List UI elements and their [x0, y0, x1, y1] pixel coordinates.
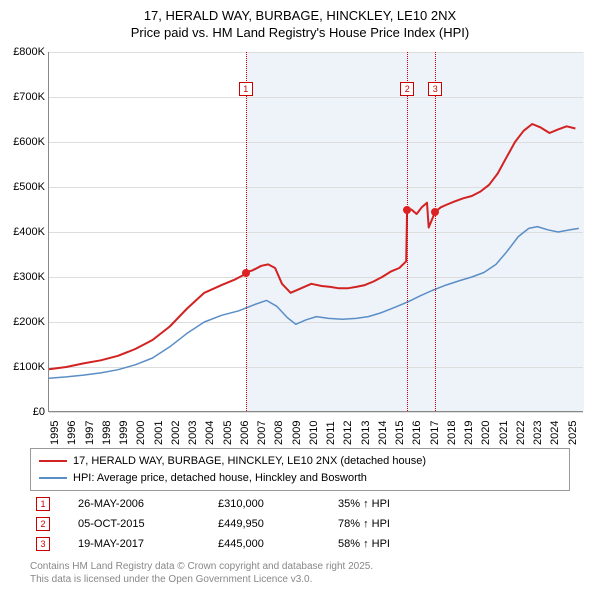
marker-line	[407, 52, 408, 411]
x-axis-label: 2024	[549, 421, 561, 445]
x-axis-label: 2017	[429, 421, 441, 445]
x-axis-label: 2019	[463, 421, 475, 445]
title-line1: 17, HERALD WAY, BURBAGE, HINCKLEY, LE10 …	[144, 8, 456, 23]
footer-line1: Contains HM Land Registry data © Crown c…	[30, 561, 373, 572]
sale-marker: 1	[36, 497, 50, 511]
y-axis-label: £100K	[1, 361, 45, 373]
sale-row: 2 05-OCT-2015£449,95078% ↑ HPI	[30, 514, 570, 534]
x-axis-label: 1997	[84, 421, 96, 445]
x-axis-label: 2002	[170, 421, 182, 445]
x-axis-label: 2009	[291, 421, 303, 445]
marker-label: 2	[400, 82, 414, 96]
x-axis-label: 2014	[377, 421, 389, 445]
sale-marker: 3	[36, 537, 50, 551]
title-line2: Price paid vs. HM Land Registry's House …	[131, 25, 469, 40]
sale-row: 3 19-MAY-2017£445,00058% ↑ HPI	[30, 534, 570, 554]
x-axis-label: 2016	[411, 421, 423, 445]
series-hpi	[49, 227, 579, 379]
marker-label: 1	[239, 82, 253, 96]
y-axis-label: £700K	[1, 91, 45, 103]
legend-label-1: 17, HERALD WAY, BURBAGE, HINCKLEY, LE10 …	[73, 453, 426, 470]
chart-plot-area: £0£100K£200K£300K£400K£500K£600K£700K£80…	[48, 52, 583, 412]
sale-date: 05-OCT-2015	[78, 518, 218, 530]
marker-dot	[242, 269, 250, 277]
sale-row: 1 26-MAY-2006£310,00035% ↑ HPI	[30, 494, 570, 514]
x-axis-label: 2000	[135, 421, 147, 445]
y-axis-label: £600K	[1, 136, 45, 148]
sale-price: £445,000	[218, 538, 338, 550]
x-axis-label: 2022	[515, 421, 527, 445]
x-axis-label: 2011	[325, 421, 337, 445]
x-axis-label: 2010	[308, 421, 320, 445]
x-axis-label: 2023	[532, 421, 544, 445]
sale-date: 26-MAY-2006	[78, 498, 218, 510]
footer-line2: This data is licensed under the Open Gov…	[30, 574, 312, 585]
x-axis-label: 2015	[394, 421, 406, 445]
chart-container: 17, HERALD WAY, BURBAGE, HINCKLEY, LE10 …	[0, 0, 600, 590]
x-axis-label: 1995	[49, 421, 61, 445]
sale-pct: 58% ↑ HPI	[338, 538, 458, 550]
y-axis-label: £0	[1, 406, 45, 418]
x-axis-label: 2001	[153, 421, 165, 445]
chart-lines-svg	[49, 52, 583, 411]
sale-marker: 2	[36, 517, 50, 531]
x-axis-label: 1999	[118, 421, 130, 445]
x-axis-label: 2007	[256, 421, 268, 445]
marker-dot	[431, 208, 439, 216]
legend-box: 17, HERALD WAY, BURBAGE, HINCKLEY, LE10 …	[30, 448, 570, 491]
marker-line	[246, 52, 247, 411]
legend-row-1: 17, HERALD WAY, BURBAGE, HINCKLEY, LE10 …	[39, 453, 561, 470]
chart-title: 17, HERALD WAY, BURBAGE, HINCKLEY, LE10 …	[0, 0, 600, 42]
y-axis-label: £800K	[1, 46, 45, 58]
x-axis-label: 2020	[480, 421, 492, 445]
marker-dot	[403, 206, 411, 214]
x-axis-label: 2021	[498, 421, 510, 445]
sale-price: £449,950	[218, 518, 338, 530]
series-price_paid	[49, 124, 575, 369]
legend-row-2: HPI: Average price, detached house, Hinc…	[39, 470, 561, 487]
sale-price: £310,000	[218, 498, 338, 510]
x-axis-label: 2004	[204, 421, 216, 445]
x-axis-label: 2012	[342, 421, 354, 445]
sale-pct: 35% ↑ HPI	[338, 498, 458, 510]
marker-label: 3	[428, 82, 442, 96]
legend-swatch-1	[39, 460, 67, 462]
x-axis-label: 2006	[239, 421, 251, 445]
x-axis-label: 1998	[101, 421, 113, 445]
gridline	[49, 412, 583, 413]
y-axis-label: £400K	[1, 226, 45, 238]
legend-label-2: HPI: Average price, detached house, Hinc…	[73, 470, 367, 487]
x-axis-label: 2013	[360, 421, 372, 445]
y-axis-label: £200K	[1, 316, 45, 328]
footer-attribution: Contains HM Land Registry data © Crown c…	[30, 560, 570, 586]
legend-swatch-2	[39, 477, 67, 479]
sales-table: 1 26-MAY-2006£310,00035% ↑ HPI 2 05-OCT-201…	[30, 494, 570, 554]
x-axis-label: 2003	[187, 421, 199, 445]
y-axis-label: £300K	[1, 271, 45, 283]
x-axis-label: 1996	[66, 421, 78, 445]
x-axis-label: 2018	[446, 421, 458, 445]
y-axis-label: £500K	[1, 181, 45, 193]
sale-pct: 78% ↑ HPI	[338, 518, 458, 530]
marker-line	[435, 52, 436, 411]
x-axis-label: 2025	[567, 421, 579, 445]
x-axis-label: 2005	[222, 421, 234, 445]
x-axis-label: 2008	[273, 421, 285, 445]
sale-date: 19-MAY-2017	[78, 538, 218, 550]
